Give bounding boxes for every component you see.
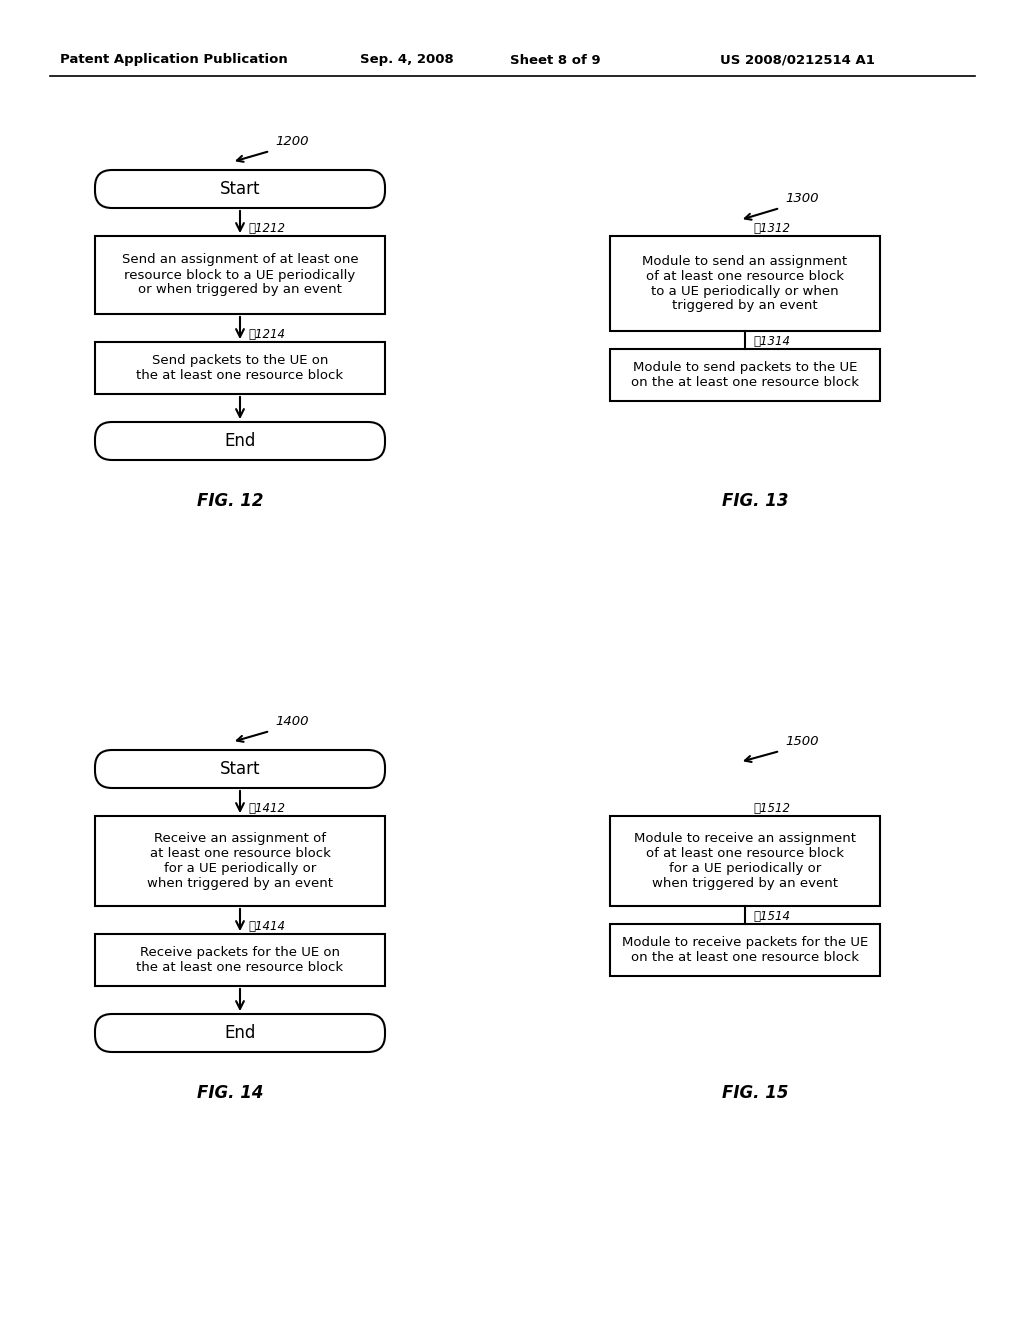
FancyBboxPatch shape <box>95 422 385 459</box>
Text: ⲣ1514: ⲣ1514 <box>753 909 790 923</box>
Bar <box>95 935 385 986</box>
Bar <box>610 924 880 975</box>
Text: Send packets to the UE on
the at least one resource block: Send packets to the UE on the at least o… <box>136 354 344 381</box>
Bar <box>610 816 880 906</box>
Text: FIG. 12: FIG. 12 <box>197 492 263 510</box>
Text: ⲣ1414: ⲣ1414 <box>248 920 285 933</box>
Text: 1300: 1300 <box>785 191 818 205</box>
Text: Sep. 4, 2008: Sep. 4, 2008 <box>360 54 454 66</box>
Text: 1400: 1400 <box>275 715 308 729</box>
Text: FIG. 14: FIG. 14 <box>197 1084 263 1102</box>
Text: FIG. 13: FIG. 13 <box>722 492 788 510</box>
Text: Module to send packets to the UE
on the at least one resource block: Module to send packets to the UE on the … <box>631 360 859 389</box>
Text: Patent Application Publication: Patent Application Publication <box>60 54 288 66</box>
Text: End: End <box>224 1024 256 1041</box>
Text: US 2008/0212514 A1: US 2008/0212514 A1 <box>720 54 874 66</box>
FancyBboxPatch shape <box>95 1014 385 1052</box>
FancyBboxPatch shape <box>95 750 385 788</box>
Bar <box>610 348 880 401</box>
Text: 1500: 1500 <box>785 735 818 748</box>
Text: ⲣ1214: ⲣ1214 <box>248 327 285 341</box>
Text: Receive an assignment of
at least one resource block
for a UE periodically or
wh: Receive an assignment of at least one re… <box>147 832 333 890</box>
Bar <box>95 236 385 314</box>
Text: ⲣ1312: ⲣ1312 <box>753 222 790 235</box>
Text: 1200: 1200 <box>275 135 308 148</box>
Text: Start: Start <box>220 760 260 777</box>
Text: End: End <box>224 432 256 450</box>
Text: Receive packets for the UE on
the at least one resource block: Receive packets for the UE on the at lea… <box>136 946 344 974</box>
Text: Send an assignment of at least one
resource block to a UE periodically
or when t: Send an assignment of at least one resou… <box>122 253 358 297</box>
Text: Module to send an assignment
of at least one resource block
to a UE periodically: Module to send an assignment of at least… <box>642 255 848 313</box>
Bar <box>610 236 880 331</box>
Bar <box>95 816 385 906</box>
Text: Start: Start <box>220 180 260 198</box>
Text: Sheet 8 of 9: Sheet 8 of 9 <box>510 54 601 66</box>
Text: ⲣ1314: ⲣ1314 <box>753 335 790 348</box>
Text: ⲣ1412: ⲣ1412 <box>248 803 285 814</box>
Text: FIG. 15: FIG. 15 <box>722 1084 788 1102</box>
Text: Module to receive an assignment
of at least one resource block
for a UE periodic: Module to receive an assignment of at le… <box>634 832 856 890</box>
Text: ⲣ1212: ⲣ1212 <box>248 222 285 235</box>
FancyBboxPatch shape <box>95 170 385 209</box>
Text: Module to receive packets for the UE
on the at least one resource block: Module to receive packets for the UE on … <box>622 936 868 964</box>
Text: ⲣ1512: ⲣ1512 <box>753 803 790 814</box>
Bar <box>95 342 385 393</box>
